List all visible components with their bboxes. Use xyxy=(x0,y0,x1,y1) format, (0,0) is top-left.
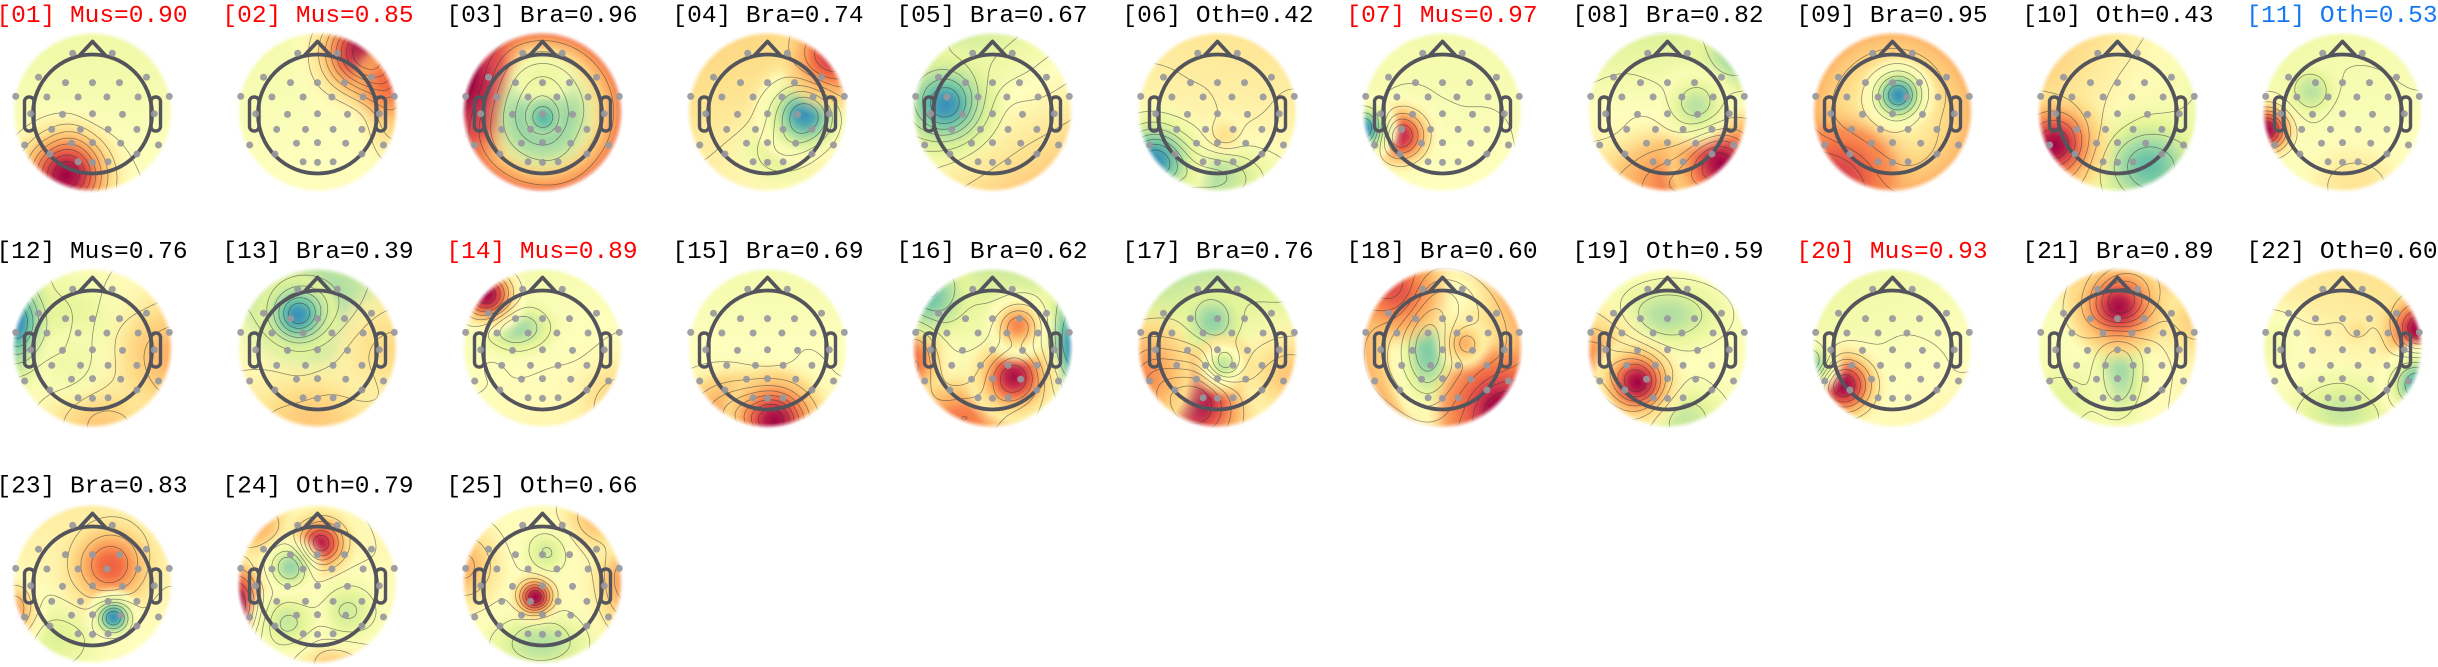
svg-text:[21] Bra=0.89: [21] Bra=0.89 xyxy=(2022,239,2213,266)
svg-text:[03] Bra=0.96: [03] Bra=0.96 xyxy=(446,3,637,30)
svg-text:[15] Bra=0.69: [15] Bra=0.69 xyxy=(672,239,863,266)
svg-text:[08] Bra=0.82: [08] Bra=0.82 xyxy=(1572,3,1763,30)
svg-text:[12] Mus=0.76: [12] Mus=0.76 xyxy=(0,239,188,266)
svg-text:[10] Oth=0.43: [10] Oth=0.43 xyxy=(2022,3,2213,30)
svg-text:[06] Oth=0.42: [06] Oth=0.42 xyxy=(1122,3,1313,30)
svg-text:[02] Mus=0.85: [02] Mus=0.85 xyxy=(222,3,413,30)
svg-text:[09] Bra=0.95: [09] Bra=0.95 xyxy=(1796,3,1987,30)
svg-text:[17] Bra=0.76: [17] Bra=0.76 xyxy=(1122,239,1313,266)
svg-text:[11] Oth=0.53: [11] Oth=0.53 xyxy=(2246,3,2437,30)
svg-text:[04] Bra=0.74: [04] Bra=0.74 xyxy=(672,3,863,30)
svg-text:[18] Bra=0.60: [18] Bra=0.60 xyxy=(1346,239,1537,266)
svg-text:[24] Oth=0.79: [24] Oth=0.79 xyxy=(222,474,413,501)
svg-text:[22] Oth=0.60: [22] Oth=0.60 xyxy=(2246,239,2437,266)
svg-text:[20] Mus=0.93: [20] Mus=0.93 xyxy=(1796,239,1987,266)
svg-text:[23] Bra=0.83: [23] Bra=0.83 xyxy=(0,474,188,501)
svg-text:[05] Bra=0.67: [05] Bra=0.67 xyxy=(896,3,1087,30)
svg-text:[13] Bra=0.39: [13] Bra=0.39 xyxy=(222,239,413,266)
svg-text:[16] Bra=0.62: [16] Bra=0.62 xyxy=(896,239,1087,266)
svg-text:[19] Oth=0.59: [19] Oth=0.59 xyxy=(1572,239,1763,266)
svg-text:[25] Oth=0.66: [25] Oth=0.66 xyxy=(446,474,637,501)
svg-text:[14] Mus=0.89: [14] Mus=0.89 xyxy=(446,239,637,266)
svg-text:[01] Mus=0.90: [01] Mus=0.90 xyxy=(0,3,188,30)
svg-text:[07] Mus=0.97: [07] Mus=0.97 xyxy=(1346,3,1537,30)
